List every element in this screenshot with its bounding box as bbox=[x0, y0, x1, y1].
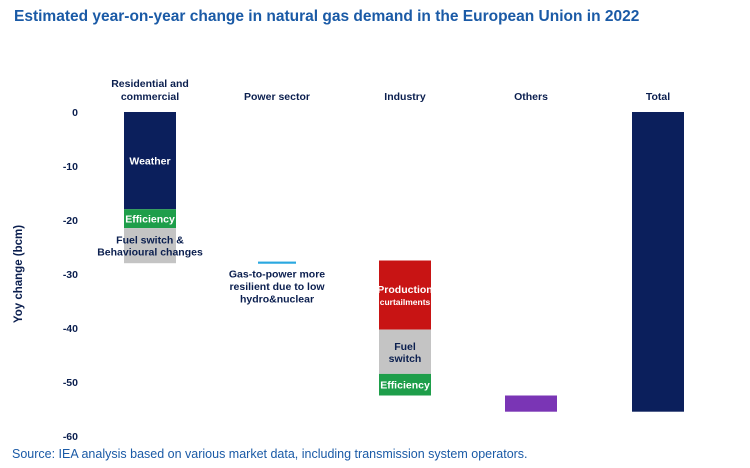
y-tick-label: -40 bbox=[63, 323, 78, 335]
category-label: Others bbox=[514, 91, 548, 103]
bar-segment bbox=[124, 112, 176, 210]
segment-label: Weather bbox=[129, 156, 170, 168]
bar-segment bbox=[379, 373, 431, 396]
bar-segment bbox=[124, 209, 176, 229]
y-tick-label: -10 bbox=[63, 161, 78, 173]
y-tick-label: -50 bbox=[63, 377, 78, 389]
y-axis-label: Yoy change (bcm) bbox=[13, 225, 25, 323]
category-label: Residential and commercial bbox=[111, 78, 189, 103]
segment-label: Fuel switch bbox=[389, 341, 422, 365]
bar-segment bbox=[258, 261, 296, 264]
y-tick-label: -30 bbox=[63, 269, 78, 281]
bar-segment bbox=[124, 228, 176, 264]
bar-segment bbox=[379, 260, 431, 330]
y-tick-label: -60 bbox=[63, 431, 78, 443]
segment-label: Efficiency bbox=[380, 380, 430, 392]
category-label: Power sector bbox=[244, 91, 310, 103]
category-label: Industry bbox=[384, 91, 426, 103]
y-tick-label: 0 bbox=[72, 107, 78, 119]
source-note: Source: IEA analysis based on various ma… bbox=[12, 447, 528, 461]
segment-label: Efficiency bbox=[125, 214, 175, 226]
chart-title: Estimated year-on-year change in natural… bbox=[14, 8, 640, 25]
y-tick-label: -20 bbox=[63, 215, 78, 227]
segment-label: Production curtailments bbox=[377, 284, 432, 307]
category-label: Total bbox=[646, 91, 670, 103]
bar-segment bbox=[632, 112, 684, 412]
annotation: Gas-to-power more resilient due to low hyd… bbox=[229, 269, 326, 306]
bar-segment bbox=[505, 395, 557, 412]
bar-segment bbox=[379, 329, 431, 374]
segment-label: Fuel switch & Behavioural changes bbox=[97, 235, 203, 259]
